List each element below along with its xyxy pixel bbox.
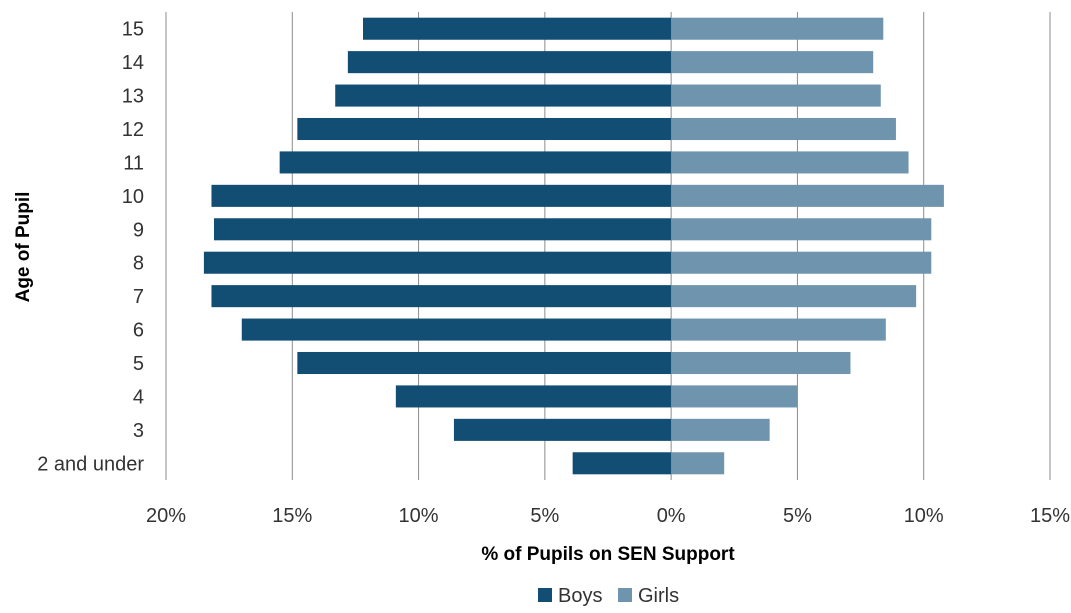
y-tick-label-4: 6 <box>133 320 144 342</box>
y-tick-label-9: 11 <box>123 152 144 174</box>
legend-label-girls: Girls <box>638 585 679 607</box>
legend-swatch-boys <box>538 588 552 602</box>
bar-girls-13 <box>671 17 884 40</box>
bar-girls-2 <box>671 385 798 408</box>
bar-boys-3 <box>297 351 672 375</box>
bar-boys-11 <box>335 84 672 107</box>
y-tick-label-12: 14 <box>122 52 144 74</box>
bar-girls-11 <box>671 84 881 107</box>
bar-boys-5 <box>211 285 672 308</box>
x-tick-labels: 20% 15% 10% 5% 0% 5% 10% 15% <box>146 505 1070 527</box>
bar-girls-12 <box>671 51 874 74</box>
bar-girls-1 <box>671 418 770 441</box>
x-tick-label-7: 15% <box>1030 505 1070 527</box>
y-tick-label-1: 3 <box>133 420 144 442</box>
bar-boys-1 <box>453 418 672 441</box>
y-tick-label-5: 7 <box>133 286 144 308</box>
bar-boys-13 <box>363 17 672 40</box>
legend-swatch-girls <box>618 588 632 602</box>
y-tick-label-0: 2 and under <box>37 453 144 475</box>
bar-girls-5 <box>671 285 917 308</box>
x-tick-label-4: 0% <box>657 505 686 527</box>
y-tick-label-3: 5 <box>133 353 144 375</box>
x-tick-label-5: 5% <box>783 505 812 527</box>
bars <box>203 17 944 475</box>
bar-girls-0 <box>671 452 725 475</box>
y-tick-label-8: 10 <box>122 186 144 208</box>
bar-boys-7 <box>213 218 672 241</box>
bar-boys-4 <box>241 318 672 341</box>
y-tick-label-6: 8 <box>133 253 144 275</box>
y-tick-label-11: 13 <box>122 86 144 108</box>
bar-girls-4 <box>671 318 886 341</box>
x-tick-label-6: 10% <box>904 505 944 527</box>
y-axis-title: Age of Pupil <box>13 192 34 303</box>
gridlines <box>165 12 1051 480</box>
y-tick-label-2: 4 <box>133 386 144 408</box>
y-tick-label-7: 9 <box>133 219 144 241</box>
x-tick-label-0: 20% <box>146 505 186 527</box>
bar-boys-8 <box>211 184 672 207</box>
x-tick-label-3: 5% <box>530 505 559 527</box>
bar-girls-6 <box>671 251 932 274</box>
legend: Boys Girls <box>538 585 679 607</box>
bar-girls-8 <box>671 184 944 207</box>
x-tick-label-2: 10% <box>399 505 439 527</box>
y-tick-label-10: 12 <box>122 119 144 141</box>
bar-boys-0 <box>572 452 672 475</box>
y-tick-label-13: 15 <box>122 19 144 41</box>
bar-girls-9 <box>671 151 909 174</box>
bar-boys-12 <box>347 51 672 74</box>
bar-boys-6 <box>203 251 672 274</box>
legend-label-boys: Boys <box>558 585 602 607</box>
bar-boys-10 <box>297 117 672 141</box>
x-axis-title: % of Pupils on SEN Support <box>481 544 735 565</box>
bar-girls-10 <box>671 117 896 141</box>
bar-girls-7 <box>671 218 932 241</box>
y-tick-labels: 2 and under 3 4 5 6 7 8 9 10 11 12 13 14 15 <box>37 19 144 476</box>
bar-girls-3 <box>671 351 851 375</box>
bar-boys-2 <box>395 385 672 408</box>
x-tick-label-1: 15% <box>272 505 312 527</box>
bar-boys-9 <box>279 151 672 174</box>
